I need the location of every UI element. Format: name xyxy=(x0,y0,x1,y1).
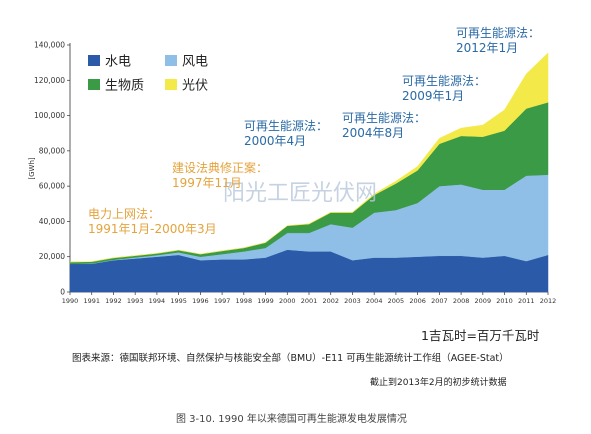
annotation-text: 可再生能源法： xyxy=(342,111,426,125)
date-note: 截止到2013年2月的初步统计数据 xyxy=(370,378,507,388)
x-tick-label: 1996 xyxy=(192,297,209,305)
chart: 0 20,000 40,000 60,000 80,000 100,000 120,000 1… xyxy=(28,26,557,305)
source-note: 图表来源：德国联邦环境、自然保护与核能安全部（BMU）-E11 可再生能源统计工… xyxy=(72,353,509,364)
annotation-text: 2009年1月 xyxy=(402,89,464,103)
x-tick-label: 2007 xyxy=(431,297,448,305)
x-tick-label: 2004 xyxy=(366,297,383,305)
x-tick-label: 1997 xyxy=(214,297,231,305)
legend-swatch xyxy=(165,55,177,66)
x-tick-label: 2003 xyxy=(344,297,361,305)
annotation-text: 可再生能源法： xyxy=(402,74,486,88)
x-tick-label: 2001 xyxy=(301,297,318,305)
x-tick-label: 2002 xyxy=(322,297,339,305)
x-tick-label: 1995 xyxy=(170,297,187,305)
x-tick-label: 2009 xyxy=(475,297,492,305)
x-tick-label: 2012 xyxy=(540,297,557,305)
area-series-3 xyxy=(69,52,549,263)
figure-caption: 图 3-10. 1990 年以来德国可再生能源发电发展情况 xyxy=(176,414,407,425)
annotation-text: 2012年1月 xyxy=(456,41,518,55)
legend-label: 水电 xyxy=(105,55,131,70)
annotation-text: 可再生能源法： xyxy=(456,26,540,40)
x-tick-label: 1998 xyxy=(236,297,253,305)
y-tick-label: 20,000 xyxy=(39,252,65,261)
annotation-text: 电力上网法： xyxy=(88,207,160,221)
legend-label: 光伏 xyxy=(182,79,208,94)
y-tick-label: 80,000 xyxy=(39,146,65,155)
unit-note: 1吉瓦时=百万千瓦时 xyxy=(421,328,540,343)
watermark: 阳光工匠光伏网 xyxy=(223,181,377,206)
x-tick-label: 2006 xyxy=(409,297,426,305)
x-tick-label: 1992 xyxy=(105,297,122,305)
y-tick-label: 60,000 xyxy=(39,182,65,191)
x-tick-label: 1993 xyxy=(127,297,144,305)
y-tick-label: 120,000 xyxy=(34,76,65,85)
y-tick-label: 100,000 xyxy=(34,111,65,120)
legend-swatch xyxy=(165,79,177,90)
legend-swatch xyxy=(88,55,100,66)
y-tick-label: 0 xyxy=(60,288,65,297)
annotation-text: 2004年8月 xyxy=(342,126,404,140)
x-tick-label: 2000 xyxy=(279,297,296,305)
x-tick-label: 1999 xyxy=(257,297,274,305)
legend-label: 生物质 xyxy=(105,79,144,94)
annotation-text: 1997年11月 xyxy=(172,176,242,190)
annotation-text: 可再生能源法： xyxy=(244,119,328,133)
legend-swatch xyxy=(88,79,100,90)
x-tick-label: 2005 xyxy=(388,297,405,305)
y-axis-label: [GWh] xyxy=(28,157,36,180)
x-tick-label: 2010 xyxy=(496,297,513,305)
x-tick-label: 2011 xyxy=(518,297,535,305)
x-tick-label: 1990 xyxy=(62,297,79,305)
annotation-text: 2000年4月 xyxy=(244,134,306,148)
y-tick-label: 140,000 xyxy=(34,41,65,50)
annotation-text: 1991年1月-2000年3月 xyxy=(88,222,217,236)
y-tick-label: 40,000 xyxy=(39,217,65,226)
legend-label: 风电 xyxy=(182,55,208,70)
x-tick-label: 2008 xyxy=(453,297,470,305)
x-tick-label: 1991 xyxy=(83,297,100,305)
stacked-area-chart: 0 20,000 40,000 60,000 80,000 100,000 120,000 1… xyxy=(28,26,557,305)
annotation-text: 建设法典修正案： xyxy=(172,160,268,175)
x-tick-label: 1994 xyxy=(149,297,166,305)
